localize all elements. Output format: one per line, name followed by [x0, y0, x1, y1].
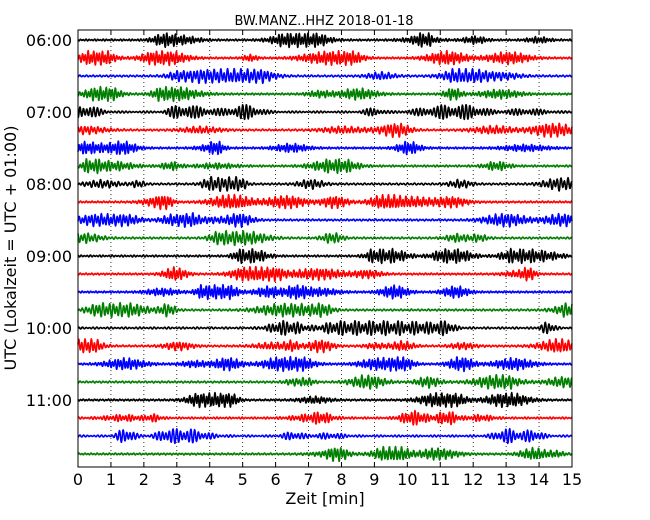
seismic-trace — [77, 301, 573, 319]
seismic-trace — [77, 140, 573, 156]
seismic-trace — [77, 373, 573, 390]
x-tick-label: 3 — [172, 470, 182, 489]
x-tick-label: 8 — [336, 470, 346, 489]
plot-frame — [77, 29, 573, 468]
trace-group — [77, 32, 573, 463]
seismic-trace — [77, 319, 573, 337]
x-tick-label: 6 — [271, 470, 281, 489]
seismic-trace — [77, 355, 573, 373]
chart-title: BW.MANZ..HHZ 2018-01-18 — [234, 14, 413, 29]
seismic-trace — [77, 67, 573, 85]
seismic-trace — [77, 337, 573, 354]
y-tick-label: 08:00 — [26, 175, 72, 194]
seismic-trace — [77, 427, 573, 445]
y-axis-label: UTC (Lokalzeit = UTC + 01:00) — [1, 126, 20, 371]
seismic-trace — [77, 247, 573, 265]
y-tick-label: 06:00 — [26, 31, 72, 50]
x-tick-label: 2 — [139, 470, 149, 489]
seismic-trace — [77, 212, 573, 229]
x-tick-label: 5 — [238, 470, 248, 489]
x-tick-label: 12 — [463, 470, 483, 489]
seismic-trace — [77, 158, 573, 175]
x-axis-label: Zeit [min] — [285, 489, 364, 508]
y-tick-label: 07:00 — [26, 103, 72, 122]
x-tick-label: 1 — [106, 470, 116, 489]
seismic-trace — [77, 49, 573, 67]
x-tick-label: 10 — [397, 470, 417, 489]
seismic-trace — [77, 103, 573, 121]
seismic-trace — [77, 32, 573, 49]
seismic-trace — [77, 283, 573, 301]
x-tick-label: 13 — [496, 470, 516, 489]
y-tick-label: 10:00 — [26, 319, 72, 338]
seismic-trace — [77, 409, 573, 426]
seismic-trace — [77, 175, 573, 192]
seismic-trace — [77, 229, 573, 247]
axis-ticks: 0 1 2 3 4 5 6 7 8 9 10 11 12 13 14 1506:0007:0008:0009:… — [26, 30, 582, 489]
x-tick-label: 9 — [369, 470, 379, 489]
seismic-trace — [77, 122, 573, 139]
seismic-trace — [77, 85, 573, 103]
seismic-trace — [77, 193, 573, 211]
y-tick-label: 11:00 — [26, 391, 72, 410]
x-tick-label: 0 — [73, 470, 83, 489]
y-tick-label: 09:00 — [26, 247, 72, 266]
seismic-trace — [77, 265, 573, 283]
x-tick-label: 14 — [529, 470, 549, 489]
x-tick-label: 15 — [562, 470, 582, 489]
x-tick-label: 4 — [205, 470, 215, 489]
seismic-trace — [77, 391, 573, 409]
x-tick-label: 7 — [303, 470, 313, 489]
seismic-trace — [77, 445, 573, 463]
x-tick-label: 11 — [430, 470, 450, 489]
